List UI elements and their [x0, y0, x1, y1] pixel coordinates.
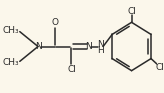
Text: N: N — [85, 42, 92, 51]
Text: CH₃: CH₃ — [2, 58, 19, 67]
Text: Cl: Cl — [127, 7, 136, 16]
Text: CH₃: CH₃ — [2, 26, 19, 35]
Text: H: H — [97, 46, 104, 55]
Text: O: O — [51, 18, 58, 27]
Text: N: N — [97, 40, 104, 49]
Text: Cl: Cl — [156, 63, 164, 72]
Text: N: N — [35, 42, 41, 51]
Text: Cl: Cl — [67, 65, 76, 74]
